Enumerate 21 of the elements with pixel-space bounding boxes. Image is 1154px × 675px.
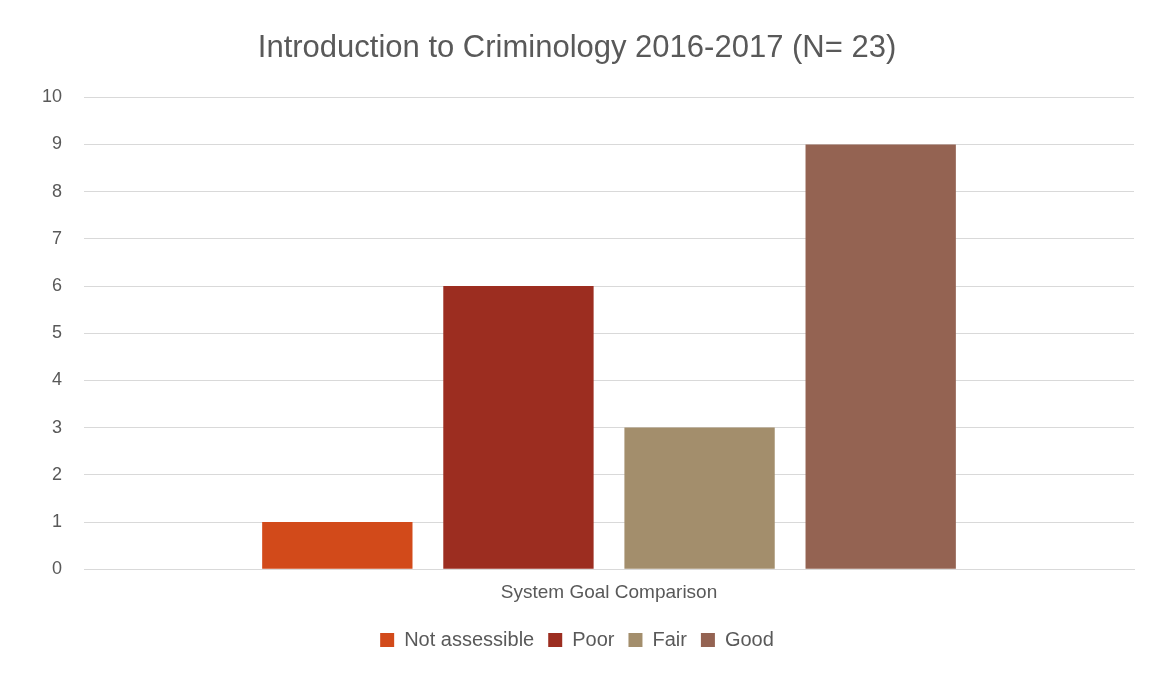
chart-title: Introduction to Criminology 2016-2017 (N= 23)	[257, 29, 897, 65]
bar	[262, 522, 413, 569]
x-tick-label: System Goal Comparison	[500, 580, 718, 602]
legend-label: Poor	[572, 627, 615, 650]
y-tick-label: 1	[52, 510, 63, 531]
bar	[443, 286, 594, 569]
y-tick-label: 8	[52, 180, 63, 201]
legend-label: Good	[724, 627, 774, 650]
legend-label: Not assessible	[404, 627, 535, 650]
legend-label: Fair	[652, 627, 688, 650]
y-tick-label: 5	[52, 322, 63, 343]
y-tick-label: 3	[52, 416, 63, 437]
y-tick-label: 9	[52, 133, 63, 154]
y-tick-label: 0	[52, 558, 63, 579]
y-tick-label: 7	[52, 227, 63, 248]
bar	[624, 427, 775, 569]
y-tick-label: 4	[52, 369, 63, 390]
y-tick-label: 2	[52, 463, 63, 484]
y-tick-label: 6	[52, 274, 63, 295]
bar	[805, 144, 956, 569]
y-tick-label: 10	[41, 86, 63, 107]
